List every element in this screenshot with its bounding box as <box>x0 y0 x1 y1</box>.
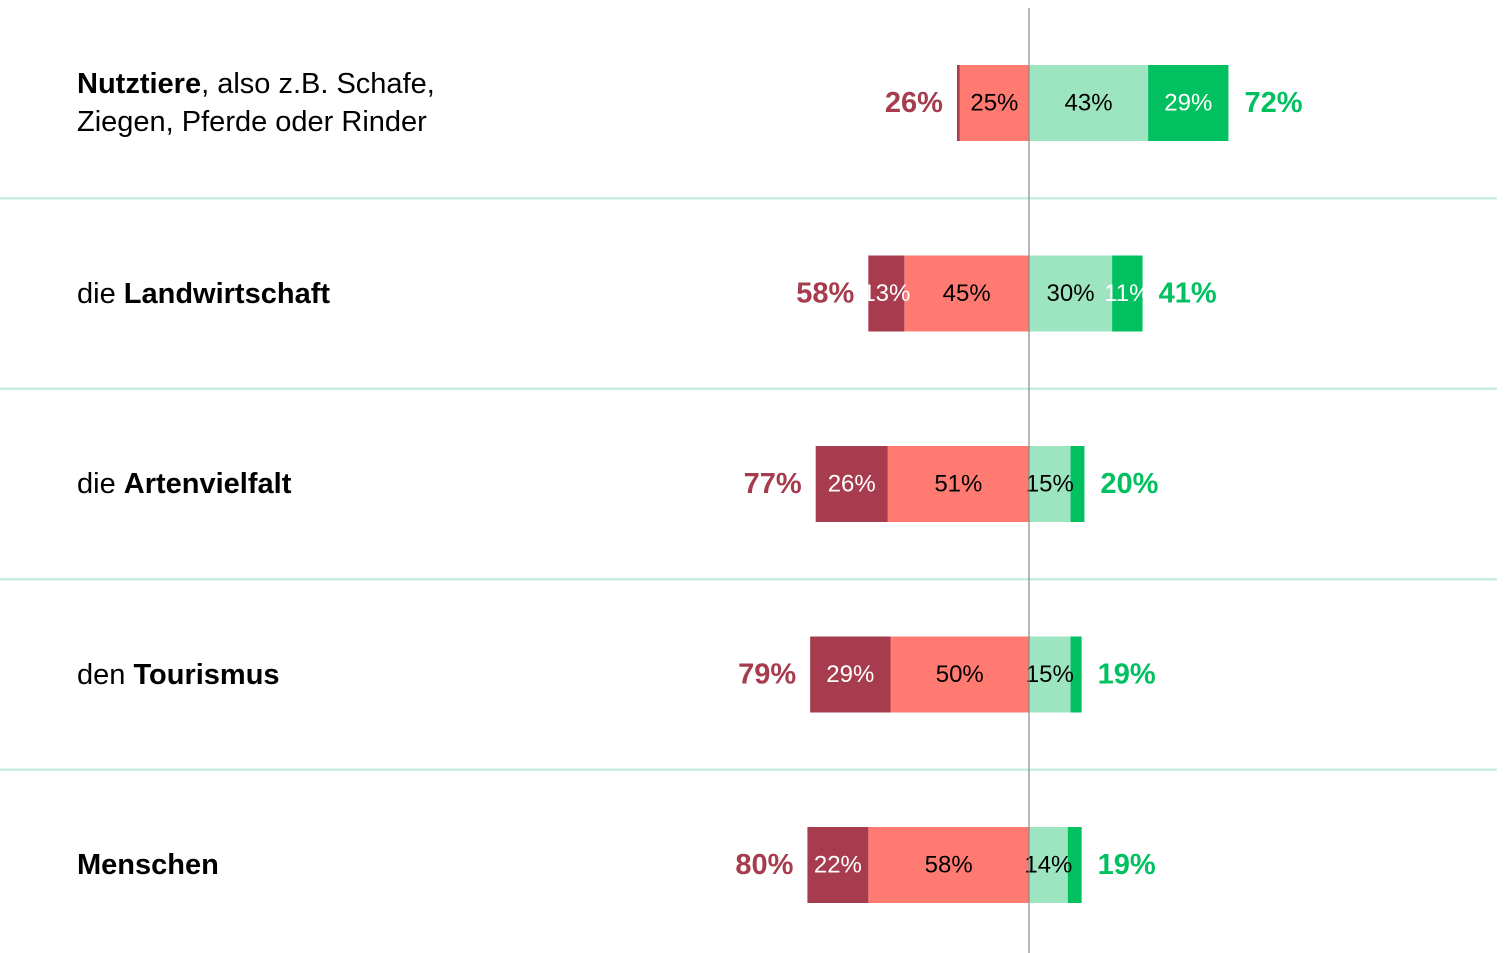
segment-label: 14% <box>1024 852 1072 879</box>
bar-segment <box>887 446 1029 522</box>
bar-segment <box>810 636 891 713</box>
bar-segment <box>868 255 905 332</box>
negative-total: 80% <box>735 849 793 881</box>
negative-total: 26% <box>885 87 943 119</box>
segment-label: 51% <box>934 471 982 498</box>
bar-segment <box>1112 255 1143 332</box>
bar-segment <box>815 446 888 522</box>
segment-label: 45% <box>943 280 991 307</box>
segment-label: 29% <box>826 661 874 688</box>
segment-label: 50% <box>936 661 984 688</box>
segment-label: 58% <box>925 852 973 879</box>
bar-segment <box>1070 636 1082 713</box>
label-part: die <box>77 277 124 310</box>
segment-label: 15% <box>1026 471 1074 498</box>
bar-segment <box>956 65 960 141</box>
bar-segment <box>1070 446 1085 522</box>
bar-segment <box>1029 827 1068 903</box>
label-part: Tourismus <box>133 658 280 691</box>
bar-segment <box>807 827 869 903</box>
row-label: den Tourismus <box>77 656 517 694</box>
positive-total: 20% <box>1100 468 1158 500</box>
label-part: Menschen <box>77 849 219 881</box>
positive-total: 72% <box>1244 87 1302 119</box>
bar-segment <box>1067 827 1082 903</box>
bar-segment <box>890 636 1029 713</box>
bar-segment <box>868 827 1029 903</box>
label-part: Nutztiere <box>77 68 202 100</box>
bar-segment <box>1029 255 1113 332</box>
label-part: die <box>77 468 124 500</box>
segment-label: 30% <box>1047 280 1095 307</box>
label-part: Artenvielfalt <box>123 468 292 500</box>
positive-total: 41% <box>1159 278 1217 310</box>
row-label: Nutztiere, also z.B. Schafe, Ziegen, Pfe… <box>77 65 517 141</box>
segment-label: 22% <box>814 852 862 879</box>
negative-total: 79% <box>738 659 796 691</box>
segment-label: 11% <box>1104 280 1150 307</box>
segment-label: 26% <box>828 471 876 498</box>
bar-segment <box>1029 636 1071 713</box>
bar-segment <box>959 65 1029 141</box>
label-part: den <box>77 658 134 691</box>
bar-segment <box>1029 65 1149 141</box>
negative-total: 77% <box>744 468 802 500</box>
segment-label: 29% <box>1164 90 1212 117</box>
positive-total: 19% <box>1098 849 1156 881</box>
label-part: Landwirtschaft <box>123 277 331 310</box>
positive-total: 19% <box>1098 659 1156 691</box>
row-label: die Landwirtschaft <box>77 275 517 313</box>
bar-segment <box>904 255 1029 332</box>
segment-label: 25% <box>970 90 1018 117</box>
segment-label: 43% <box>1065 90 1113 117</box>
bar-segment <box>1029 446 1071 522</box>
negative-total: 58% <box>796 278 854 310</box>
row-label: die Artenvielfalt <box>77 465 517 503</box>
bar-segment <box>1148 65 1229 141</box>
segment-label: 15% <box>1026 661 1074 688</box>
row-label: Menschen <box>77 846 517 884</box>
label-part: , also z.B. Schafe, Ziegen, Pferde oder … <box>77 68 435 138</box>
segment-label: 13% <box>862 280 910 307</box>
